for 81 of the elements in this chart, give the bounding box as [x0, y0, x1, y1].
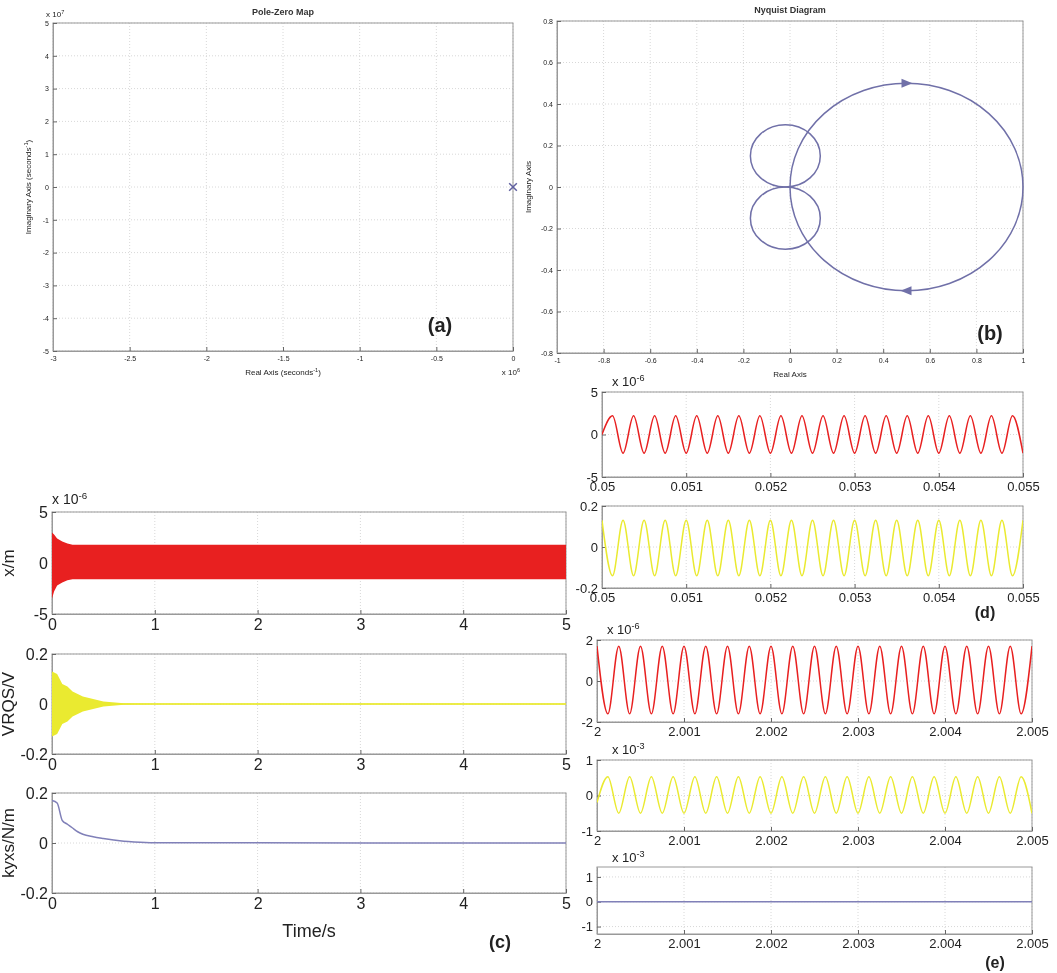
text: x 10$^{-6}$ — [612, 373, 645, 389]
x-tick-label: 5 — [562, 616, 572, 634]
y-tick-label: 0 — [585, 673, 593, 689]
y-tick-label: 0.2 — [25, 784, 49, 802]
y-axis-title: Imaginary Axis — [524, 160, 533, 214]
y-tick-label: 0 — [39, 695, 49, 713]
y-axis-title: kyxs/N/m — [0, 808, 18, 878]
text: x 10$^{-3}$ — [612, 849, 645, 865]
x-tick-label: 0.054 — [923, 479, 956, 495]
x-tick-label: 4 — [459, 895, 469, 913]
annotation: (a) — [427, 314, 453, 336]
y-tick-label: 0 — [585, 788, 593, 804]
x-tick-label: 2.002 — [755, 936, 788, 952]
x-tick-label: 0.052 — [754, 479, 788, 495]
x-tick-label: 2 — [253, 895, 263, 913]
y-tick-label: 2 — [585, 632, 593, 648]
x-tick-label: 3 — [356, 756, 366, 774]
x-tick-label: 2 — [253, 616, 263, 634]
x-tick-label: 2.001 — [668, 936, 701, 952]
x-tick-label: 5 — [562, 756, 572, 774]
y-tick-label: -0.2 — [20, 884, 49, 902]
x-tick-label: 2.003 — [842, 724, 875, 740]
x-tick-label: 0.051 — [670, 479, 703, 495]
x-tick-label: 0.051 — [670, 590, 703, 606]
x-tick-label: 2.004 — [929, 833, 962, 849]
x-tick-label: 2.001 — [668, 833, 701, 849]
x-tick-label: 2.002 — [755, 724, 788, 740]
y-tick-label: -0.2 — [20, 745, 49, 763]
x-tick-label: 2.004 — [929, 724, 962, 740]
text: x 10$^{-6}$ — [52, 489, 88, 507]
x-tick-label: 2 — [253, 756, 263, 774]
text: x 10$^{-3}$ — [612, 741, 645, 757]
x-tick-label: 1 — [150, 616, 160, 634]
x-tick-label: 2.005 — [1016, 724, 1049, 740]
x-tick-label: 1 — [150, 895, 160, 913]
y-tick-label: 0 — [39, 554, 49, 572]
x-tick-label: 2.005 — [1016, 833, 1049, 849]
y-tick-label: -5 — [33, 605, 49, 623]
x-tick-label: 2.003 — [842, 936, 875, 952]
x-tick-label: 0.054 — [923, 590, 956, 606]
y-tick-label: 0 — [590, 539, 598, 555]
line-series — [52, 799, 566, 844]
y-tick-label: 0.2 — [25, 645, 49, 663]
text: (e) — [985, 954, 1005, 971]
y-tick-label: 5 — [590, 384, 598, 400]
x-tick-label: 2.004 — [929, 936, 962, 952]
x-tick-label: 0.053 — [838, 479, 872, 495]
annotation: (b) — [977, 322, 1003, 344]
y-tick-label: -1 — [581, 919, 593, 935]
x-tick-label: 1 — [150, 756, 160, 774]
text: x 10$^{7}$ — [46, 9, 65, 19]
chart-title: Pole-Zero Map — [251, 7, 315, 17]
x-axis-title: Time/s — [282, 921, 336, 941]
x-tick-label: 2.001 — [668, 724, 701, 740]
text: (c) — [489, 932, 511, 952]
y-tick-label: 1 — [585, 869, 593, 885]
chart-title: Nyquist Diagram — [754, 5, 826, 15]
x-tick-label: 0.052 — [754, 590, 788, 606]
x-tick-label: 2.003 — [842, 833, 875, 849]
text: x 10$^{6}$ — [501, 367, 520, 377]
x-tick-label: 2.002 — [755, 833, 788, 849]
x-axis-title: Real Axis (seconds$^{-1}$) — [245, 367, 322, 377]
x-tick-label: 0.055 — [1007, 479, 1040, 495]
y-tick-label: -2 — [581, 714, 593, 730]
y-tick-label: 5 — [39, 503, 49, 521]
x-axis-title: Real Axis — [773, 370, 807, 379]
x-tick-label: 4 — [459, 756, 469, 774]
x-tick-label: 3 — [356, 616, 366, 634]
y-tick-label: 0.2 — [579, 498, 598, 514]
y-axis-title: VRQS/V — [0, 671, 18, 737]
x-tick-label: 2.005 — [1016, 936, 1049, 952]
x-tick-label: 3 — [356, 895, 366, 913]
text: (d) — [974, 604, 996, 621]
x-tick-label: 4 — [459, 616, 469, 634]
y-tick-label: 0 — [590, 427, 598, 443]
text: x 10$^{-6}$ — [607, 621, 640, 637]
y-tick-label: -1 — [581, 823, 593, 839]
y-axis-title: x/m — [0, 549, 18, 577]
x-tick-label: 5 — [562, 895, 572, 913]
x-tick-label: 0.055 — [1007, 590, 1040, 606]
x-tick-label: 0.053 — [838, 590, 872, 606]
